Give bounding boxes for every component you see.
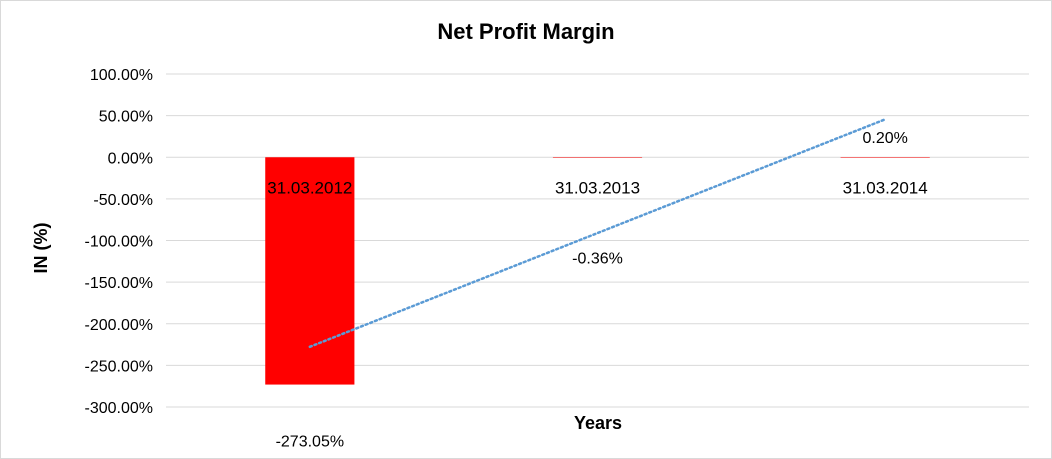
trendline — [308, 118, 887, 349]
y-tick-label: -200.00% — [85, 317, 154, 334]
data-labels: -273.05% -0.36% 0.20% — [276, 130, 908, 450]
category-label: 31.03.2014 — [843, 178, 928, 197]
y-tick-label: -300.00% — [85, 400, 154, 417]
category-labels: 31.03.2012 31.03.2013 31.03.2014 — [267, 178, 927, 197]
chart-title: Net Profit Margin — [437, 19, 614, 44]
y-tick-label: 50.00% — [99, 109, 153, 126]
bar — [552, 157, 643, 158]
data-label: -0.36% — [572, 251, 623, 268]
category-label: 31.03.2013 — [555, 178, 640, 197]
bar — [840, 157, 930, 158]
y-tick-label: -250.00% — [85, 358, 154, 375]
category-label: 31.03.2012 — [267, 178, 352, 197]
y-axis-title: IN (%) — [31, 223, 51, 274]
y-tick-label: 100.00% — [90, 67, 153, 84]
trendline-group — [308, 118, 887, 349]
y-tick-label: 0.00% — [108, 150, 153, 167]
y-tick-label: -100.00% — [85, 234, 154, 251]
y-tick-label: -150.00% — [85, 275, 154, 292]
y-tick-label: -50.00% — [93, 192, 153, 209]
data-label: -273.05% — [276, 434, 345, 451]
data-label: 0.20% — [862, 130, 907, 147]
x-axis-title: Years — [574, 413, 622, 433]
y-tick-labels: 100.00% 50.00% 0.00% -50.00% -100.00% -150.00… — [85, 67, 154, 417]
